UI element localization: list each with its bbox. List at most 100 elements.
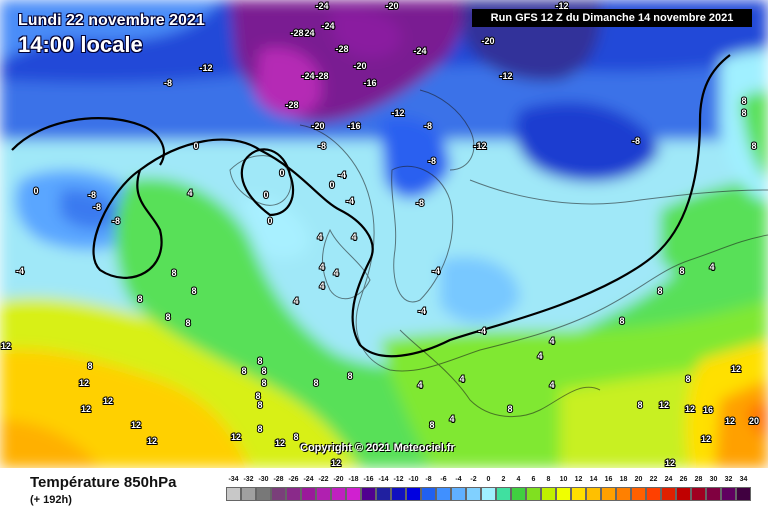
legend-tick: 20 — [634, 476, 643, 483]
temperature-value-label: 8 — [185, 318, 190, 328]
legend-swatch — [541, 487, 556, 501]
temperature-value-label: 8 — [171, 268, 176, 278]
temperature-value-label: 12 — [231, 432, 241, 442]
temperature-value-label: 8 — [679, 266, 684, 276]
legend-swatch — [421, 487, 436, 501]
legend-swatch — [646, 487, 661, 501]
temperature-value-label: 8 — [261, 378, 266, 388]
temperature-value-label: -4 — [16, 266, 24, 276]
temperature-value-label: 8 — [429, 420, 434, 430]
legend-swatch — [511, 487, 526, 501]
temperature-value-label: 8 — [165, 312, 170, 322]
temperature-value-label: 8 — [313, 378, 318, 388]
temperature-value-label: -12 — [473, 141, 486, 151]
legend-tick: 4 — [516, 476, 521, 483]
legend-swatch — [676, 487, 691, 501]
legend-tick: 32 — [724, 476, 733, 483]
legend-tick: 14 — [589, 476, 598, 483]
temperature-value-label: -28 — [335, 44, 348, 54]
temperature-value-label: -24 — [301, 71, 314, 81]
temperature-value-label: 12 — [81, 404, 91, 414]
temperature-value-label: 8 — [255, 391, 260, 401]
temperature-value-label: 12 — [659, 400, 669, 410]
legend-tick: 6 — [531, 476, 536, 483]
legend-swatch — [406, 487, 421, 501]
legend-tick: -10 — [408, 476, 419, 483]
temperature-value-label: -24 — [301, 28, 314, 38]
temperature-value-label: 8 — [87, 361, 92, 371]
legend-swatch — [481, 487, 496, 501]
temperature-value-label: -20 — [481, 36, 494, 46]
temperature-value-label: -28 — [285, 100, 298, 110]
temperature-value-label: -4 — [338, 170, 346, 180]
temperature-value-label: 0 — [193, 141, 198, 151]
legend-swatch — [241, 487, 256, 501]
model-run-info: Run GFS 12 Z du Dimanche 14 novembre 202… — [472, 9, 752, 27]
legend-swatch — [661, 487, 676, 501]
legend-tick: 30 — [709, 476, 718, 483]
temperature-value-label: -8 — [112, 216, 120, 226]
temperature-value-label: 8 — [751, 141, 756, 151]
legend-swatch — [616, 487, 631, 501]
legend-tick: -20 — [333, 476, 344, 483]
legend-tick: 12 — [574, 476, 583, 483]
temperature-value-label: -4 — [346, 196, 354, 206]
legend-swatch — [691, 487, 706, 501]
legend-swatch — [496, 487, 511, 501]
temperature-value-label: 4 — [537, 351, 542, 361]
temperature-value-label: 8 — [257, 400, 262, 410]
legend-swatch — [571, 487, 586, 501]
temperature-value-label: 8 — [657, 286, 662, 296]
legend-tick: -2 — [470, 476, 477, 483]
legend-tick: 2 — [501, 476, 506, 483]
temperature-value-label: 20 — [749, 416, 759, 426]
map-canvas: -20 -12-24-24-24-28-28 -24-20-20-24 -28-16-… — [0, 0, 768, 468]
legend-tick: -6 — [440, 476, 447, 483]
temperature-value-label: 8 — [741, 108, 746, 118]
legend-tick: -28 — [273, 476, 284, 483]
temperature-value-label: -8 — [318, 141, 326, 151]
temperature-value-label: -28 — [290, 28, 303, 38]
temperature-value-label: 4 — [317, 232, 322, 242]
temperature-value-label: 4 — [351, 232, 356, 242]
temperature-value-label: -20 — [311, 121, 324, 131]
isotherm-labels: -20 -12-24-24-24-28-28 -24-20-20-24 -28-16-… — [0, 0, 760, 468]
temperature-value-label: -16 — [363, 78, 376, 88]
temperature-value-label: 8 — [257, 424, 262, 434]
temperature-value-label: -12 — [391, 108, 404, 118]
legend-tick: -14 — [378, 476, 389, 483]
legend-swatch — [466, 487, 481, 501]
legend-tick: -30 — [258, 476, 269, 483]
temperature-value-label: 4 — [709, 262, 714, 272]
temperature-value-label: 4 — [187, 188, 192, 198]
temperature-value-label: 8 — [619, 316, 624, 326]
temperature-value-label: 4 — [449, 414, 454, 424]
temperature-value-label: 8 — [191, 286, 196, 296]
temperature-map: -20 -12 -24 -24 -24 -28 -28 -24 -20 -20 -24 -28 -16-… — [0, 0, 768, 468]
legend-tick: 8 — [546, 476, 551, 483]
legend-swatch — [301, 487, 316, 501]
legend-swatch — [346, 487, 361, 501]
legend-tick: 22 — [649, 476, 658, 483]
temperature-field — [0, 0, 768, 468]
temperature-value-label: -4 — [418, 306, 426, 316]
temperature-value-label: 12 — [731, 364, 741, 374]
temperature-value-label: 8 — [137, 294, 142, 304]
legend-tick: -12 — [393, 476, 404, 483]
temperature-value-label: 4 — [293, 296, 298, 306]
legend-tick: -4 — [455, 476, 462, 483]
legend-swatch — [436, 487, 451, 501]
temperature-value-label: 8 — [293, 432, 298, 442]
temperature-value-label: -8 — [416, 198, 424, 208]
temperature-value-label: 0 — [33, 186, 38, 196]
legend-tick: 28 — [694, 476, 703, 483]
legend-tick: 18 — [619, 476, 628, 483]
temperature-value-label: 8 — [637, 400, 642, 410]
temperature-value-label: 4 — [319, 262, 324, 272]
legend-swatch — [631, 487, 646, 501]
temperature-value-label: 4 — [333, 268, 338, 278]
temperature-value-label: 12 — [79, 378, 89, 388]
temperature-value-label: -16 — [347, 121, 360, 131]
copyright-notice: Copyright © 2021 Meteociel.fr — [300, 442, 455, 454]
temperature-value-label: -20 — [385, 1, 398, 11]
